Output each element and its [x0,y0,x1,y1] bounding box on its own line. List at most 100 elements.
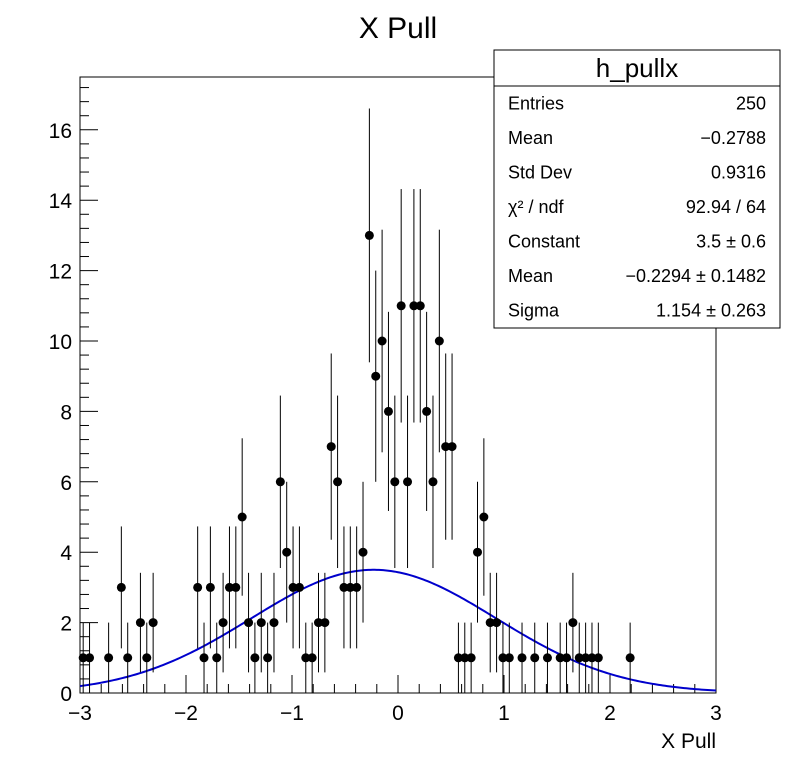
data-point [409,189,419,423]
y-tick-label: 14 [49,190,73,213]
data-marker [555,653,565,663]
data-marker [409,301,419,311]
data-marker [301,653,311,663]
data-point [123,622,133,693]
data-marker [256,618,266,628]
data-point [269,572,279,673]
data-marker [504,653,514,663]
data-point [288,526,298,649]
data-point [403,395,413,569]
y-tick-label: 4 [60,542,72,565]
data-marker [492,618,502,628]
data-point [352,526,362,649]
data-marker [205,582,215,592]
stats-box: h_pullx Entries 250 Mean −0.2788 Std Dev 0.93… [493,49,781,329]
y-tick-label: 2 [60,613,72,636]
data-point [364,108,374,363]
data-marker [142,653,152,663]
data-marker [587,653,597,663]
data-marker [78,653,88,663]
stats-rows: Entries 250 Mean −0.2788 Std Dev 0.9316 χ² / n… [508,93,766,320]
data-point [466,622,476,693]
data-marker [307,653,317,663]
x-tick-label: −3 [68,702,92,725]
data-marker [593,653,603,663]
data-point [104,622,114,693]
data-marker [352,582,362,592]
data-point [320,572,330,673]
data-point [555,622,565,693]
data-marker [288,582,298,592]
data-point [542,622,552,693]
data-point [193,526,203,649]
data-point [294,526,304,649]
data-point [371,270,381,482]
data-marker [263,653,273,663]
gaussian-fit-curve [79,568,717,692]
data-point [142,622,152,693]
stats-label: Mean [508,128,553,148]
data-point [434,229,444,453]
x-tick-label: 1 [498,702,510,725]
x-axis-title: X Pull [661,730,716,753]
data-marker [415,301,425,311]
data-point [530,622,540,693]
data-point [237,438,247,596]
data-point [422,311,432,511]
chart-title: X Pull [359,12,437,45]
y-tick-label: 6 [60,472,72,495]
data-marker [212,653,222,663]
stats-value: 92.94 / 64 [686,197,766,217]
x-axis: −3 −2 −1 0 1 2 3 [68,675,722,725]
data-marker [148,618,158,628]
stats-value: −0.2294 ± 0.1482 [625,266,766,286]
data-marker [542,653,552,663]
stats-label: Entries [508,93,564,113]
stats-box-title: h_pullx [596,53,678,83]
data-marker [345,582,355,592]
data-point [199,622,209,693]
data-point [396,189,406,423]
data-point [473,481,482,623]
data-marker [320,618,330,628]
data-marker [473,547,482,557]
data-marker [231,582,241,592]
data-point [212,622,222,693]
data-marker [574,653,584,663]
data-point [326,353,336,540]
data-point [263,622,273,693]
data-point [345,526,355,649]
y-tick-label: 12 [49,261,72,284]
data-point [333,395,343,569]
data-point [85,622,95,693]
data-marker [517,653,527,663]
x-tick-label: −1 [280,702,304,725]
data-point [415,189,425,423]
data-point [581,622,591,693]
data-point [231,526,241,649]
data-marker [218,618,228,628]
data-marker [453,653,463,663]
data-marker [282,547,292,557]
data-marker [250,653,260,663]
data-marker [479,512,489,522]
y-tick-label: 16 [49,120,72,143]
stats-label: Constant [508,232,580,252]
data-marker [460,653,470,663]
data-point [625,622,635,693]
data-marker [116,582,126,592]
y-tick-label: 0 [60,683,72,706]
stats-label: Mean [508,266,553,286]
y-tick-label: 10 [49,331,72,354]
data-point [574,622,584,693]
data-point [428,395,438,569]
data-point [492,572,502,673]
data-marker [428,477,438,487]
data-point [504,622,514,693]
data-point [460,622,470,693]
data-marker [383,406,393,416]
data-marker [434,336,444,346]
data-point [587,622,597,693]
data-point [218,572,228,673]
